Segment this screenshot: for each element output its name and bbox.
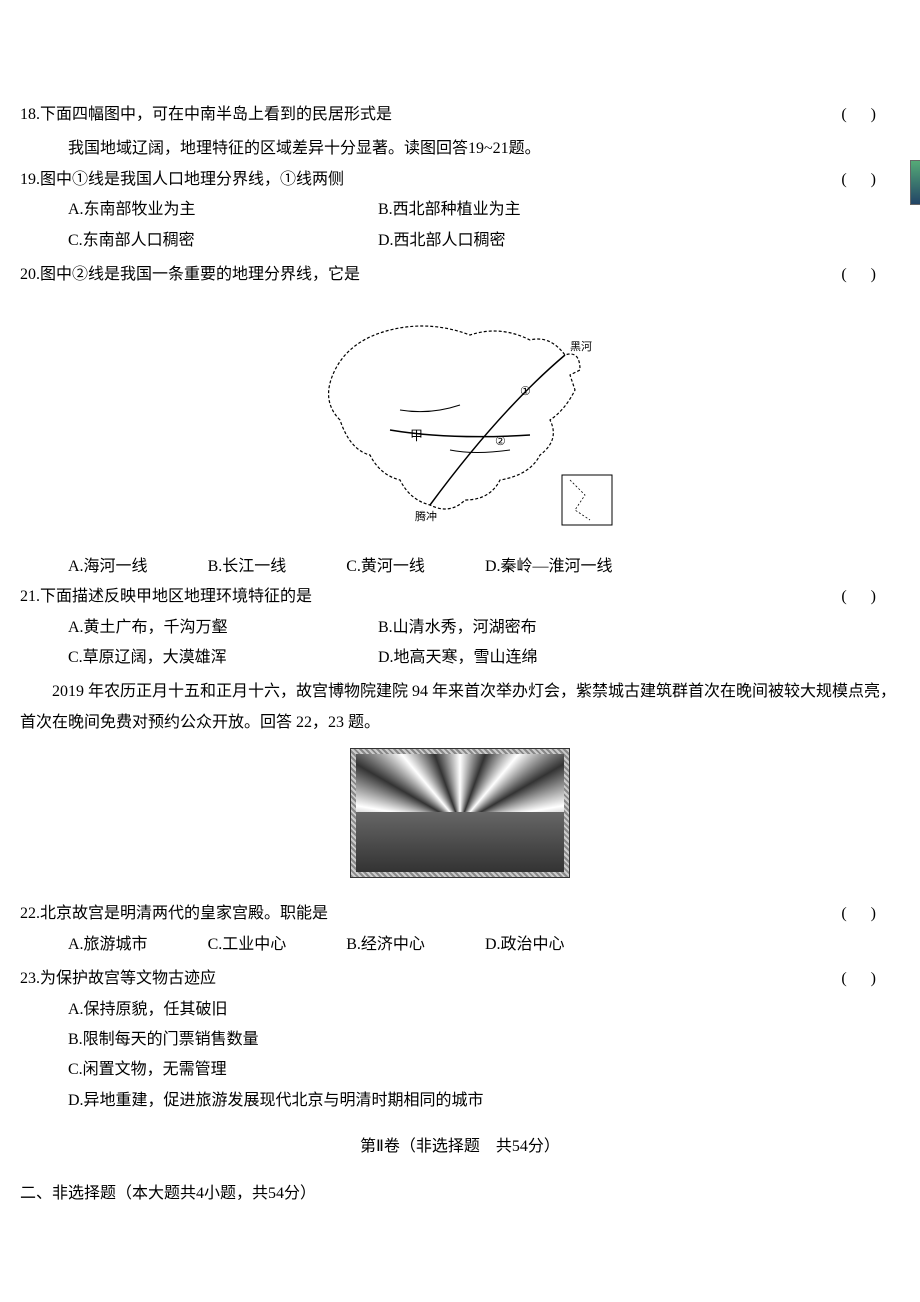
side-label: A.雪 bbox=[910, 225, 920, 255]
q23-paren: () bbox=[841, 964, 900, 994]
q23-num: 23. bbox=[20, 964, 40, 994]
q22-opt-d: D.政治中心 bbox=[485, 930, 565, 960]
q21-opt-a: A.黄土广布，千沟万壑 bbox=[68, 613, 378, 643]
question-21: 21. 下面描述反映甲地区地理环境特征的是 () A.黄土广布，千沟万壑 B.山… bbox=[20, 582, 900, 673]
map-label-line1: ① bbox=[520, 384, 531, 398]
q21-num: 21. bbox=[20, 582, 40, 612]
side-thumbnail bbox=[910, 160, 920, 205]
q22-paren: () bbox=[841, 899, 900, 929]
q20-opt-b: B.长江一线 bbox=[208, 552, 287, 582]
q22-opt-a: A.旅游城市 bbox=[68, 930, 148, 960]
q23-text: 为保护故宫等文物古迹应 bbox=[40, 964, 821, 994]
q23-opt-d: D.异地重建，促进旅游发展现代北京与明清时期相同的城市 bbox=[20, 1086, 900, 1116]
section2-title: 二、非选择题（本大题共4小题，共54分） bbox=[20, 1179, 900, 1209]
map-label-line2: ② bbox=[495, 434, 506, 448]
q20-options: A.海河一线 B.长江一线 C.黄河一线 D.秦岭—淮河一线 bbox=[20, 552, 900, 582]
q21-text: 下面描述反映甲地区地理环境特征的是 bbox=[40, 582, 821, 612]
q20-num: 20. bbox=[20, 260, 40, 290]
question-20: 20. 图中②线是我国一条重要的地理分界线，它是 () bbox=[20, 260, 900, 290]
part2-title: 第Ⅱ卷（非选择题 共54分） bbox=[20, 1132, 900, 1162]
q20-text: 图中②线是我国一条重要的地理分界线，它是 bbox=[40, 260, 821, 290]
q21-opt-c: C.草原辽阔，大漠雄浑 bbox=[68, 643, 378, 673]
intro-19-21: 我国地域辽阔，地理特征的区域差异十分显著。读图回答19~21题。 bbox=[20, 134, 900, 164]
q21-opt-b: B.山清水秀，河湖密布 bbox=[378, 613, 537, 643]
q18-num: 18. bbox=[20, 100, 40, 130]
q19-text: 图中①线是我国人口地理分界线，①线两侧 bbox=[40, 165, 821, 195]
q22-text: 北京故宫是明清两代的皇家宫殿。职能是 bbox=[40, 899, 821, 929]
q21-paren: () bbox=[841, 582, 900, 612]
question-22: 22. 北京故宫是明清两代的皇家宫殿。职能是 () A.旅游城市 C.工业中心 … bbox=[20, 899, 900, 960]
q20-opt-a: A.海河一线 bbox=[68, 552, 148, 582]
q19-opt-c: C.东南部人口稠密 bbox=[68, 226, 378, 256]
question-23: 23. 为保护故宫等文物古迹应 () A.保持原貌，任其破旧 B.限制每天的门票… bbox=[20, 964, 900, 1116]
q20-opt-d: D.秦岭—淮河一线 bbox=[485, 552, 613, 582]
q19-opt-d: D.西北部人口稠密 bbox=[378, 226, 506, 256]
q19-num: 19. bbox=[20, 165, 40, 195]
q22-opt-c: C.工业中心 bbox=[208, 930, 287, 960]
q23-opt-a: A.保持原貌，任其破旧 bbox=[20, 995, 900, 1025]
map-label-heihe: 黑河 bbox=[570, 340, 592, 353]
q21-opt-d: D.地高天寒，雪山连绵 bbox=[378, 643, 538, 673]
q23-opt-b: B.限制每天的门票销售数量 bbox=[20, 1025, 900, 1055]
q19-paren: () bbox=[841, 165, 900, 195]
map-label-jia: 甲 bbox=[410, 428, 423, 443]
q18-text: 下面四幅图中，可在中南半岛上看到的民居形式是 bbox=[40, 100, 821, 130]
side-cutoff: A.雪 bbox=[910, 160, 920, 255]
q22-num: 22. bbox=[20, 899, 40, 929]
q20-opt-c: C.黄河一线 bbox=[346, 552, 425, 582]
q18-paren: () bbox=[841, 100, 900, 130]
gugong-photo-figure bbox=[20, 748, 900, 889]
q19-opt-b: B.西北部种植业为主 bbox=[378, 195, 521, 225]
intro-22-23: 2019 年农历正月十五和正月十六，故宫博物院建院 94 年来首次举办灯会，紫禁… bbox=[20, 677, 900, 738]
map-label-tengchong: 腾冲 bbox=[415, 509, 437, 523]
gugong-photo bbox=[350, 748, 570, 878]
china-map-figure: 黑河 甲 腾冲 ① ② bbox=[20, 300, 900, 541]
q23-opt-c: C.闲置文物，无需管理 bbox=[20, 1055, 900, 1085]
q20-paren: () bbox=[841, 260, 900, 290]
q19-opt-a: A.东南部牧业为主 bbox=[68, 195, 378, 225]
china-map-svg: 黑河 甲 腾冲 ① ② bbox=[300, 300, 620, 530]
question-19: 19. 图中①线是我国人口地理分界线，①线两侧 () A.东南部牧业为主 B.西… bbox=[20, 165, 900, 256]
question-18: 18. 下面四幅图中，可在中南半岛上看到的民居形式是 () bbox=[20, 100, 900, 130]
q22-opt-b: B.经济中心 bbox=[346, 930, 425, 960]
